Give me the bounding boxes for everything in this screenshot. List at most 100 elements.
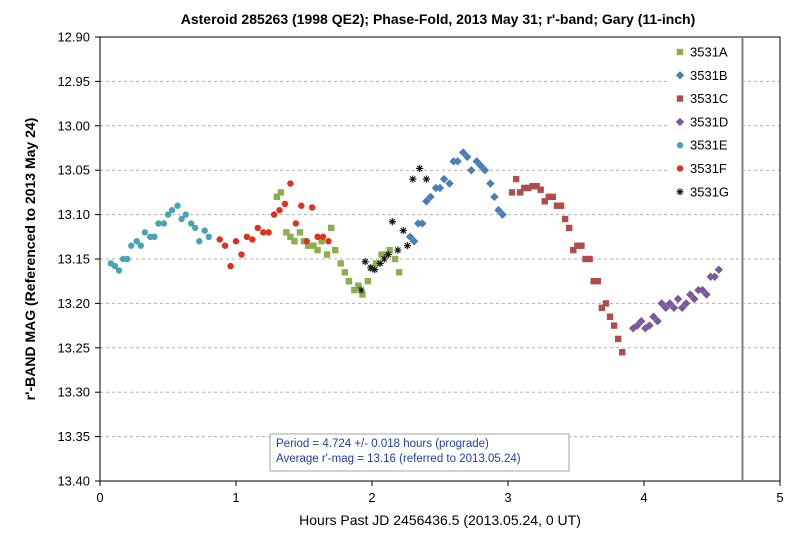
data-point-3531c [553,202,561,209]
data-point-3531a [273,193,280,201]
data-point-3531e [155,220,162,227]
data-point-3531a [337,260,344,267]
data-point-3531a [277,189,285,196]
data-point-3531d [710,272,719,281]
annotation-box: Period = 4.724 +/- 0.018 hours (prograde… [269,433,570,472]
x-tick-label: 1 [232,490,239,505]
data-point-3531c [574,242,581,249]
data-point-3531d [657,299,666,308]
data-point-3531d [690,294,699,304]
data-point-3531d [714,265,723,274]
data-point-3531f [227,262,234,270]
data-point-3531e [201,227,208,234]
data-point-3531c [521,184,528,192]
legend-marker-3531f [676,165,684,172]
data-point-3531a [304,242,312,249]
data-point-3531d [677,303,687,313]
data-point-3531a [351,286,358,294]
x-tick-label: 0 [96,490,103,505]
data-point-3531d [649,312,658,321]
data-point-3531e [192,224,199,232]
data-point-3531g [399,226,407,235]
data-point-3531a [364,278,372,285]
x-tick-label: 2 [368,490,375,505]
data-point-3531c [582,255,589,263]
data-point-3531e [137,242,144,249]
data-point-3531d [669,303,679,313]
data-point-3531g [376,259,384,268]
y-tick-label: 13.25 [57,340,90,355]
y-tick-label: 13.05 [57,163,90,178]
data-point-3531g [384,250,392,259]
data-point-3531a [323,251,331,258]
data-point-3531b [486,179,495,188]
data-point-3531b [409,237,419,246]
x-tick-label: 3 [504,490,511,505]
data-point-3531d [698,285,707,295]
legend-marker-3531b [675,71,685,80]
data-point-3531b [445,179,454,188]
data-point-3531c [594,278,601,285]
legend-label-3531f: 3531F [690,161,727,176]
data-point-3531f [325,238,332,245]
legend-label-3531a: 3531A [690,45,728,60]
legend-marker-3531e [676,142,684,149]
data-point-3531b [458,148,468,157]
data-point-3531f [292,220,300,227]
data-point-3531f [287,180,294,187]
data-point-3531b [476,161,485,170]
data-point-3531c [517,189,524,196]
data-point-3531f [238,251,245,258]
data-point-3531c [619,349,626,356]
data-point-3531e [196,238,203,245]
legend-label-3531e: 3531E [690,138,728,153]
annotation-average-mag: Average r'-mag = 13.16 (referred to 2013… [276,453,521,465]
y-tick-label: 12.95 [57,74,90,89]
x-axis-label: Hours Past JD 2456436.5 (2013.05.24, 0 U… [299,512,581,528]
data-point-3531b [405,232,415,241]
data-point-3531f [270,211,278,218]
data-point-3531f [232,238,240,245]
data-point-3531e [124,255,131,263]
data-point-3531a [345,278,353,285]
data-point-3531e [160,220,168,227]
data-point-3531e [168,206,176,214]
data-point-3531e [178,215,185,223]
data-point-3531a [341,269,348,276]
data-point-3531c [578,242,585,249]
data-point-3531f [319,233,327,240]
data-point-3531e [133,238,140,245]
data-point-3531a [291,238,298,245]
data-point-3531a [283,229,290,236]
data-point-3531c [606,313,614,320]
data-point-3531f [303,238,310,245]
data-point-3531g [361,258,369,266]
data-point-3531a [314,246,321,254]
data-point-3531a [386,246,393,254]
data-point-3531c [557,202,565,209]
y-tick-label: 13.30 [57,385,90,400]
data-points [107,148,723,356]
data-point-3531c [586,255,593,263]
data-point-3531g [416,164,424,173]
data-point-3531b [418,219,427,228]
data-point-3531g [403,242,411,250]
data-point-3531b [498,210,507,219]
data-point-3531a [328,224,335,232]
y-tick-label: 13.10 [57,207,90,222]
legend-marker-3531a [676,48,684,56]
data-point-3531c [602,300,610,307]
data-point-3531b [494,205,503,215]
data-point-3531g [409,175,417,183]
y-tick-label: 12.90 [57,30,90,45]
chart-title: Asteroid 285263 (1998 QE2); Phase-Fold, … [181,11,696,27]
data-point-3531e [174,202,181,209]
data-point-3531a [378,251,385,258]
data-point-3531e [115,267,123,274]
data-point-3531a [372,260,380,267]
data-point-3531f [249,236,256,243]
data-point-3531d [637,316,646,326]
data-point-3531a [359,291,366,298]
data-point-3531g [388,218,396,226]
